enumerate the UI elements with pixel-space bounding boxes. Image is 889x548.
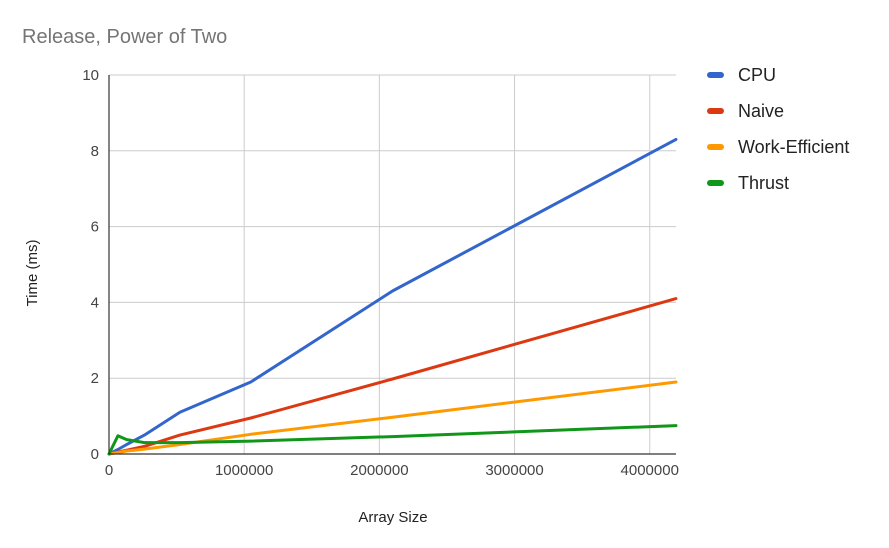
legend-item-naive: Naive: [707, 101, 784, 121]
y-axis-title: Time (ms): [24, 240, 41, 307]
series-line-naive: [107, 297, 678, 456]
x-tick-label: 4000000: [621, 462, 679, 479]
y-tick-label: 6: [91, 219, 99, 236]
legend-item-cpu: CPU: [707, 65, 776, 85]
y-axis-ticks: 0 2 4 6 8 10: [82, 67, 99, 463]
y-tick-label: 4: [91, 294, 99, 311]
gridlines: [109, 74, 676, 454]
legend-label: Thrust: [738, 173, 789, 193]
legend-swatch: [707, 144, 724, 150]
y-tick-label: 0: [91, 446, 99, 463]
y-tick-label: 8: [91, 143, 99, 160]
y-tick-label: 2: [91, 370, 99, 387]
y-tick-label: 10: [82, 67, 99, 84]
series-lines: [107, 137, 678, 456]
legend-label: CPU: [738, 65, 776, 85]
legend-swatch: [707, 72, 724, 78]
legend-item-thrust: Thrust: [707, 173, 789, 193]
series-line-thrust: [107, 424, 678, 456]
legend-swatch: [707, 108, 724, 114]
legend-label: Work-Efficient: [738, 137, 849, 157]
legend-label: Naive: [738, 101, 784, 121]
chart-title: Release, Power of Two: [22, 26, 227, 48]
series-line-work-efficient: [107, 380, 678, 456]
x-tick-label: 3000000: [485, 462, 543, 479]
x-tick-label: 2000000: [350, 462, 408, 479]
legend-swatch: [707, 180, 724, 186]
series-line-cpu: [107, 137, 678, 456]
x-axis-ticks: 0 1000000 2000000 3000000 4000000: [105, 462, 679, 479]
legend-item-work-efficient: Work-Efficient: [707, 137, 849, 157]
x-tick-label: 1000000: [215, 462, 273, 479]
x-axis-title: Array Size: [358, 509, 427, 526]
legend: CPU Naive Work-Efficient Thrust: [707, 65, 849, 193]
x-tick-label: 0: [105, 462, 113, 479]
